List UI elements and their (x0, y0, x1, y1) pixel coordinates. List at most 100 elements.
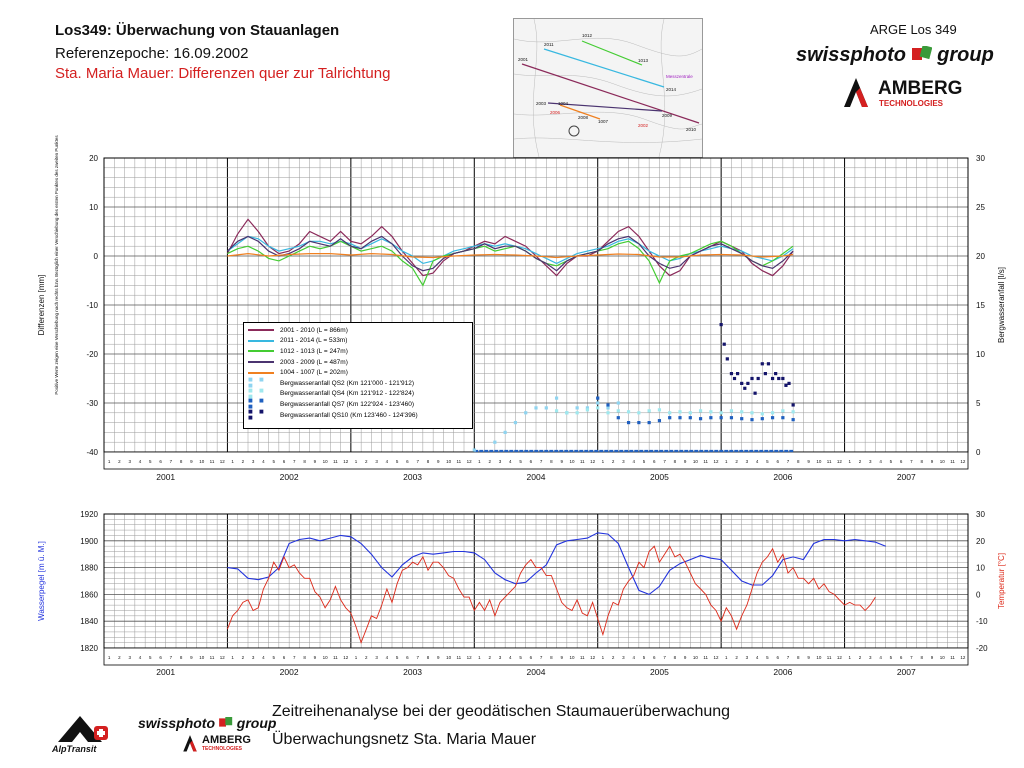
month-tick-label: 3 (746, 655, 749, 660)
legend-swatch (248, 339, 274, 342)
month-tick-label: 5 (272, 655, 275, 660)
month-tick-label: 1 (231, 655, 234, 660)
month-tick-label: 8 (920, 459, 923, 464)
y-tick-label: 1880 (80, 564, 98, 573)
month-tick-label: 8 (427, 655, 430, 660)
month-tick-label: 5 (149, 459, 152, 464)
month-tick-label: 9 (931, 459, 934, 464)
month-tick-label: 6 (653, 459, 656, 464)
data-point (719, 411, 723, 415)
data-point (781, 376, 785, 381)
month-tick-label: 8 (427, 459, 430, 464)
y-axis-title: Wasserpegel [m ü. M.] (37, 541, 46, 621)
month-tick-label: 2 (488, 655, 491, 660)
month-tick-label: 6 (900, 459, 903, 464)
month-tick-label: 7 (910, 655, 913, 660)
series-line (227, 235, 794, 265)
month-tick-label: 3 (375, 655, 378, 660)
legend-swatch (248, 350, 274, 353)
data-point (585, 408, 590, 412)
dot-series (719, 323, 795, 407)
arge-label: ARGE Los 349 (870, 22, 957, 37)
month-tick-label: 2 (612, 459, 615, 464)
month-tick-label: 2 (735, 655, 738, 660)
month-tick-label: 10 (569, 459, 575, 464)
legend-label: 1012 - 1013 (L = 247m) (280, 347, 348, 355)
y-right-tick-label: 30 (976, 510, 985, 519)
data-point (729, 416, 734, 420)
month-tick-label: 8 (550, 459, 553, 464)
month-tick-label: 11 (210, 459, 215, 464)
month-tick-label: 1 (108, 459, 111, 464)
alptransit-text: AlpTransit (52, 744, 97, 754)
y-right-tick-label: 10 (976, 350, 985, 359)
month-tick-label: 5 (766, 655, 769, 660)
map-label: 2014 (666, 87, 677, 92)
data-point (606, 411, 610, 415)
data-point (544, 406, 548, 410)
month-tick-label: 6 (283, 655, 286, 660)
data-point (740, 417, 744, 421)
data-point (596, 401, 600, 405)
legend-entry: 1012 - 1013 (L = 247m) (244, 346, 472, 357)
month-tick-label: 12 (467, 459, 473, 464)
data-point (770, 376, 775, 381)
series-line (227, 252, 794, 259)
month-tick-label: 6 (530, 459, 533, 464)
month-tick-label: 6 (406, 655, 409, 660)
data-point (709, 410, 713, 414)
month-tick-label: 3 (375, 459, 378, 464)
year-tick-label: 2002 (280, 472, 299, 482)
month-tick-label: 9 (931, 655, 934, 660)
month-tick-label: 12 (343, 655, 349, 660)
dot-series (554, 406, 795, 416)
month-tick-label: 3 (499, 459, 502, 464)
amberg-subtext: TECHNOLOGIES (879, 99, 944, 108)
month-axis-band (103, 647, 969, 666)
legend-entry: ■ ■ ■ Bergwasseranfall QS2 (Km 121'000 - … (244, 376, 472, 390)
data-point (503, 430, 507, 434)
month-tick-label: 12 (220, 655, 226, 660)
data-point (678, 410, 682, 414)
data-point (770, 416, 775, 420)
legend-entry: 1004 - 1007 (L = 202m) (244, 367, 472, 378)
month-tick-label: 7 (293, 459, 296, 464)
month-tick-label: 1 (848, 655, 851, 660)
month-tick-label: 1 (231, 459, 234, 464)
month-tick-label: 4 (386, 655, 389, 660)
year-tick-label: 2005 (650, 472, 669, 482)
month-tick-label: 1 (108, 655, 111, 660)
legend-label: 2011 - 2014 (L = 533m) (280, 337, 348, 345)
legend-label: Bergwasseranfall QS7 (Km 122'924 - 123'4… (280, 400, 414, 408)
data-point (513, 421, 518, 425)
data-point (565, 411, 569, 415)
month-tick-label: 12 (837, 459, 843, 464)
amberg-text: AMBERG (878, 78, 963, 99)
month-tick-label: 7 (663, 459, 666, 464)
y-tick-label: -40 (86, 448, 98, 457)
data-point (770, 411, 775, 415)
series-line-wasserpegel (227, 532, 886, 596)
month-tick-label: 4 (756, 459, 759, 464)
month-tick-label: 10 (446, 459, 452, 464)
month-tick-label: 10 (323, 459, 329, 464)
month-tick-label: 11 (580, 459, 585, 464)
month-tick-label: 4 (262, 459, 265, 464)
page-title: Los349: Überwachung von Stauanlagen (55, 22, 340, 39)
month-tick-label: 5 (766, 459, 769, 464)
month-tick-label: 2 (242, 459, 245, 464)
swissphoto-text: swissphoto (796, 44, 907, 66)
year-tick-label: 2001 (156, 472, 175, 482)
month-tick-label: 6 (406, 459, 409, 464)
data-point (791, 403, 795, 407)
chart-legend: 2001 - 2010 (L = 866m) 2011 - 2014 (L = 5… (243, 322, 473, 429)
month-tick-label: 7 (787, 655, 790, 660)
swissphoto-logo: swissphoto group (796, 44, 994, 67)
data-point (750, 376, 754, 381)
data-point (626, 410, 631, 414)
page-subtitle: Sta. Maria Mauer: Differenzen quer zur T… (55, 65, 391, 82)
y-tick-label: -10 (86, 301, 98, 310)
month-tick-label: 2 (365, 655, 368, 660)
month-tick-label: 5 (519, 459, 522, 464)
month-tick-label: 11 (580, 655, 585, 660)
